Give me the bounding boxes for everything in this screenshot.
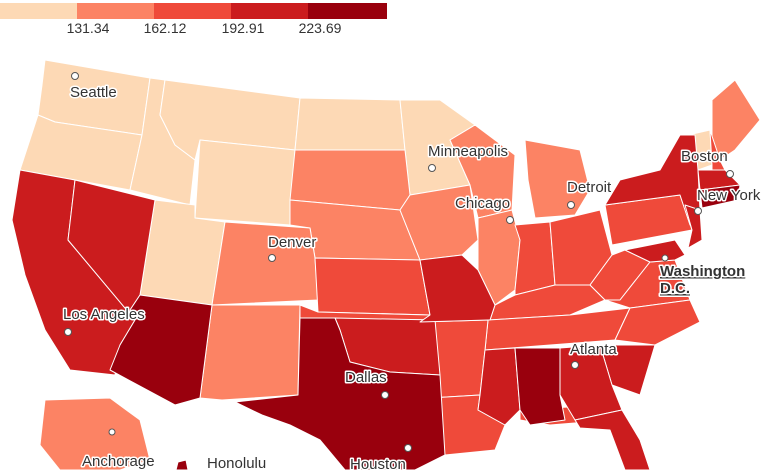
legend-threshold-1: 131.34	[66, 20, 110, 36]
city-dot-new-york	[694, 207, 702, 215]
state-hawaii[interactable]	[175, 459, 189, 470]
city-label-washington-dc-line1[interactable]: Washington	[659, 262, 747, 282]
state-missouri[interactable]	[419, 254, 496, 323]
city-label-seattle: Seattle	[70, 84, 117, 101]
state-alaska[interactable]	[39, 397, 151, 470]
state-mississippi[interactable]	[477, 347, 521, 426]
city-label-los-angeles: Los Angeles	[63, 306, 145, 323]
map-legend: 131.34 162.12 192.91 223.69	[0, 0, 400, 40]
city-dot-washington-dc	[661, 254, 669, 262]
legend-swatch-5	[308, 3, 387, 19]
state-new-york[interactable]	[604, 134, 701, 226]
state-indiana[interactable]	[514, 221, 556, 296]
city-label-boston: Boston	[681, 148, 728, 165]
city-dot-denver	[268, 254, 276, 262]
city-dot-anchorage	[108, 428, 116, 436]
state-new-mexico[interactable]	[199, 304, 301, 401]
state-kansas[interactable]	[314, 257, 431, 316]
city-label-detroit: Detroit	[567, 179, 612, 196]
state-south-dakota[interactable]	[289, 149, 411, 211]
legend-swatch-4	[231, 3, 308, 19]
states-layer	[11, 59, 761, 470]
legend-swatch-1	[0, 3, 77, 19]
city-dot-minneapolis	[428, 164, 436, 172]
city-label-dallas: Dallas	[345, 369, 387, 386]
state-illinois[interactable]	[477, 209, 521, 306]
city-label-anchorage: Anchorage	[82, 453, 155, 470]
city-dot-boston	[726, 170, 734, 178]
city-dot-chicago	[506, 216, 514, 224]
city-markers-layer: Seattle Minneapolis Boston Detroit Chica…	[62, 72, 762, 470]
state-north-dakota[interactable]	[294, 97, 406, 151]
city-label-new-york: New York	[697, 187, 761, 204]
state-texas[interactable]	[234, 317, 446, 470]
state-north-carolina[interactable]	[614, 299, 701, 346]
legend-threshold-4: 223.69	[298, 20, 342, 36]
state-michigan[interactable]	[524, 139, 591, 219]
city-label-honolulu: Honolulu	[207, 455, 266, 470]
state-maryland[interactable]	[624, 239, 686, 263]
legend-swatch-3	[154, 3, 231, 19]
city-label-atlanta: Atlanta	[570, 341, 617, 358]
city-dot-dallas	[381, 391, 389, 399]
city-label-houston: Houston	[350, 456, 406, 470]
state-connecticut[interactable]	[699, 184, 741, 209]
city-dot-seattle	[71, 72, 79, 80]
legend-swatch-2	[77, 3, 154, 19]
city-label-chicago: Chicago	[455, 195, 510, 212]
state-wyoming[interactable]	[194, 139, 296, 226]
state-florida[interactable]	[574, 409, 651, 470]
city-dot-detroit	[567, 201, 575, 209]
city-label-washington-dc-line2[interactable]: D.C.	[659, 279, 692, 299]
city-label-minneapolis: Minneapolis	[428, 143, 508, 160]
legend-threshold-3: 192.91	[221, 20, 265, 36]
city-label-denver: Denver	[268, 234, 316, 251]
city-dot-houston	[404, 444, 412, 452]
city-dot-atlanta	[571, 361, 579, 369]
state-arizona[interactable]	[109, 294, 213, 406]
city-dot-los-angeles	[64, 328, 72, 336]
state-alabama[interactable]	[514, 347, 566, 426]
legend-threshold-2: 162.12	[143, 20, 187, 36]
